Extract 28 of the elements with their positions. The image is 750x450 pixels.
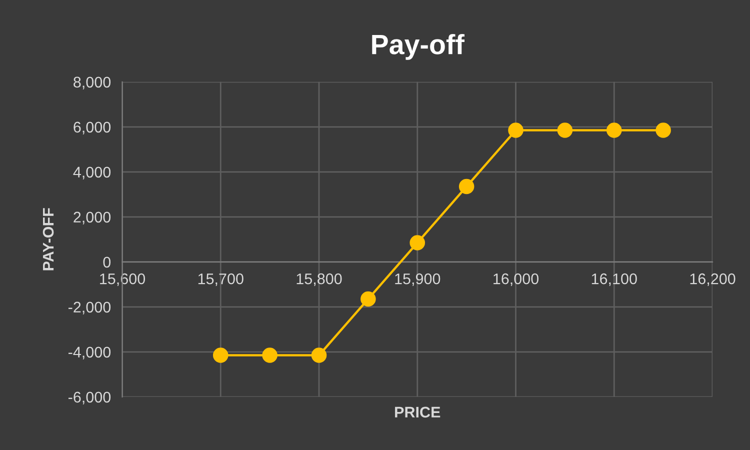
x-tick-label: 15,600 — [100, 273, 146, 286]
chart-title: Pay-off — [372, 34, 465, 60]
y-tick-label: 8,000 — [74, 76, 111, 90]
point — [212, 348, 228, 363]
point — [458, 178, 474, 194]
point — [656, 122, 671, 138]
y-tick-label: 2,000 — [74, 212, 111, 224]
point — [557, 122, 573, 138]
point — [606, 122, 622, 138]
point — [311, 348, 327, 363]
point — [360, 291, 376, 307]
x-tick-label: 15,700 — [198, 273, 244, 286]
y-tick-label: 0 — [103, 256, 111, 268]
y-tick-label: -4,000 — [68, 346, 111, 360]
point — [262, 348, 278, 363]
y-tick-label: -2,000 — [68, 302, 111, 314]
point — [508, 122, 524, 138]
x-axis-title: PRICE — [395, 406, 440, 418]
y-tick-label: 6,000 — [74, 122, 111, 134]
point — [410, 235, 426, 250]
x-tick-label: 15,900 — [395, 273, 440, 286]
x-tick-label: 15,800 — [296, 273, 342, 286]
x-tick-label: 16,000 — [494, 273, 539, 286]
y-axis-title: PAY-OFF — [42, 208, 54, 270]
y-tick-label: -6,000 — [68, 392, 111, 404]
y-tick-label: 4,000 — [73, 166, 111, 180]
x-tick-label: 16,200 — [690, 273, 736, 286]
x-tick-label: 16,100 — [592, 273, 637, 286]
